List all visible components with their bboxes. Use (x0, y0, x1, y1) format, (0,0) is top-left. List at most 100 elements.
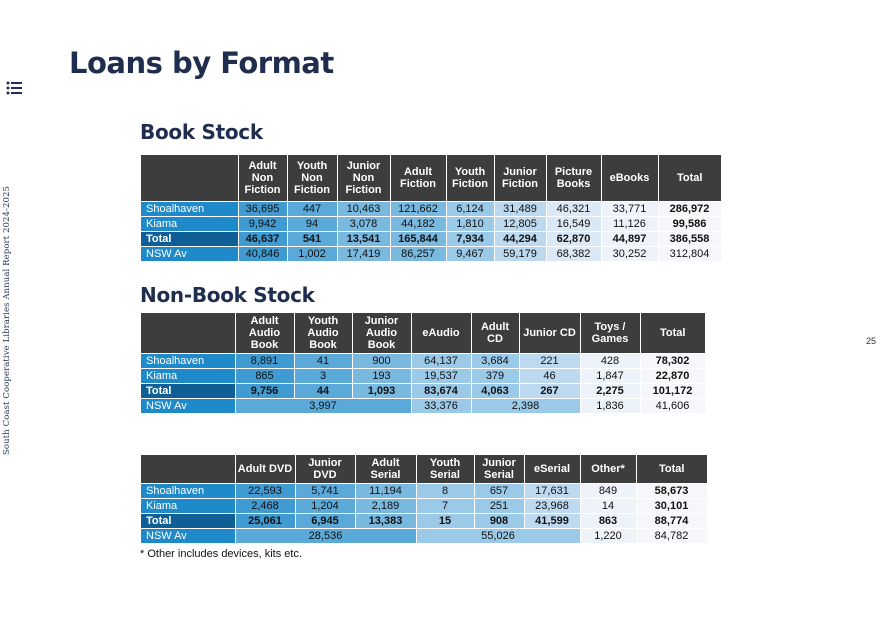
table-cell: 13,541 (337, 230, 391, 246)
table-cell: 428 (580, 352, 641, 368)
table-cell: 41 (294, 352, 353, 368)
table-cell: 83,674 (411, 382, 472, 398)
table-cell: 59,179 (494, 245, 547, 261)
table-row: NSW Av 28,536 55,026 1,220 84,782 (141, 527, 708, 543)
table-cell: 41,606 (640, 397, 706, 413)
non-book-stock-table: Adult Audio Book Youth Audio Book Junior… (141, 313, 706, 413)
header-cell: Youth Fiction (446, 155, 495, 201)
row-label: NSW Av (141, 527, 236, 543)
header-cell: Adult CD (471, 313, 520, 353)
table-cell: 84,782 (636, 527, 708, 543)
table-cell: 3,684 (471, 352, 520, 368)
header-cell: Adult Serial (355, 455, 417, 483)
table-cell: 30,101 (636, 497, 708, 513)
row-label: NSW Av (141, 397, 236, 413)
table-cell: 386,558 (658, 230, 722, 246)
table-cell: 6,945 (295, 512, 356, 528)
row-label: NSW Av (141, 245, 239, 261)
header-cell: Adult DVD (235, 455, 296, 483)
table-cell: 78,302 (640, 352, 706, 368)
table-cell: 193 (352, 367, 412, 383)
table-cell: 1,093 (352, 382, 412, 398)
table-cell: 312,804 (658, 245, 722, 261)
list-icon[interactable] (6, 80, 22, 96)
table-cell: 46 (519, 367, 581, 383)
table-cell: 7,934 (446, 230, 495, 246)
row-label: Total (141, 230, 239, 246)
table-row: Total 46,637 541 13,541 165,844 7,934 44… (141, 230, 722, 246)
table-cell: 5,741 (295, 482, 356, 498)
table-cell: 16,549 (546, 215, 602, 231)
table-cell: 121,662 (390, 200, 447, 216)
table-cell: 267 (519, 382, 581, 398)
header-cell: Adult Non Fiction (238, 155, 288, 201)
table-cell: 30,252 (601, 245, 659, 261)
table-cell: 101,172 (640, 382, 706, 398)
header-cell: Total (658, 155, 721, 201)
table-cell: 46,637 (238, 230, 288, 246)
table-cell: 41,599 (524, 512, 581, 528)
table-row: Total 25,061 6,945 13,383 15 908 41,599 … (141, 512, 708, 528)
report-label: South Coast Cooperative Libraries Annual… (2, 185, 12, 455)
page-title: Loans by Format (69, 46, 334, 80)
table-cell: 9,467 (446, 245, 495, 261)
header-cell: Other* (580, 455, 637, 483)
header-cell: Toys / Games (580, 313, 641, 353)
table-cell: 94 (287, 215, 338, 231)
table-cell: 1,836 (580, 397, 641, 413)
table-cell: 86,257 (390, 245, 447, 261)
header-cell: Junior DVD (295, 455, 356, 483)
table-row: Kiama 865 3 193 19,537 379 46 1,847 22,8… (141, 367, 706, 383)
table-cell: 33,771 (601, 200, 659, 216)
table-cell: 3,078 (337, 215, 391, 231)
footnote: * Other includes devices, kits etc. (140, 548, 303, 560)
header-cell: Total (636, 455, 707, 483)
table-cell: 447 (287, 200, 338, 216)
header-cell: eBooks (601, 155, 659, 201)
table-cell: 286,972 (658, 200, 722, 216)
table-cell: 657 (474, 482, 525, 498)
table-cell: 11,126 (601, 215, 659, 231)
table-cell: 3 (294, 367, 353, 383)
row-label: Shoalhaven (141, 352, 236, 368)
header-cell: eAudio (411, 313, 472, 353)
table-row: Kiama 2,468 1,204 2,189 7 251 23,968 14 … (141, 497, 708, 513)
header-cell (141, 455, 236, 483)
table-row: Kiama 9,942 94 3,078 44,182 1,810 12,805… (141, 215, 722, 231)
table-cell: 865 (235, 367, 295, 383)
table-cell: 15 (416, 512, 475, 528)
table-cell: 33,376 (411, 397, 472, 413)
table-cell: 1,847 (580, 367, 641, 383)
table-cell: 1,810 (446, 215, 495, 231)
table-cell: 849 (580, 482, 637, 498)
table-cell: 2,275 (580, 382, 641, 398)
table-cell: 68,382 (546, 245, 602, 261)
table-cell: 55,026 (416, 527, 581, 543)
header-cell (141, 155, 239, 201)
table-cell: 863 (580, 512, 637, 528)
non-book-stock-title: Non-Book Stock (140, 283, 315, 307)
table-cell: 46,321 (546, 200, 602, 216)
table-cell: 64,137 (411, 352, 472, 368)
table-cell: 17,631 (524, 482, 581, 498)
header-cell: Total (640, 313, 705, 353)
header-cell: Youth Serial (416, 455, 475, 483)
table-row: Shoalhaven 22,593 5,741 11,194 8 657 17,… (141, 482, 708, 498)
table-cell: 99,586 (658, 215, 722, 231)
table-cell: 908 (474, 512, 525, 528)
header-cell: Adult Fiction (390, 155, 447, 201)
table-cell: 7 (416, 497, 475, 513)
header-cell: Junior Fiction (494, 155, 547, 201)
table-cell: 25,061 (235, 512, 296, 528)
header-cell: Junior Audio Book (352, 313, 412, 353)
table-cell: 10,463 (337, 200, 391, 216)
row-label: Kiama (141, 497, 236, 513)
row-label: Total (141, 382, 236, 398)
table-cell: 1,002 (287, 245, 338, 261)
row-label: Total (141, 512, 236, 528)
header-cell: Youth Audio Book (294, 313, 353, 353)
table-cell: 31,489 (494, 200, 547, 216)
table-cell: 9,756 (235, 382, 295, 398)
row-label: Kiama (141, 367, 236, 383)
table-cell: 12,805 (494, 215, 547, 231)
